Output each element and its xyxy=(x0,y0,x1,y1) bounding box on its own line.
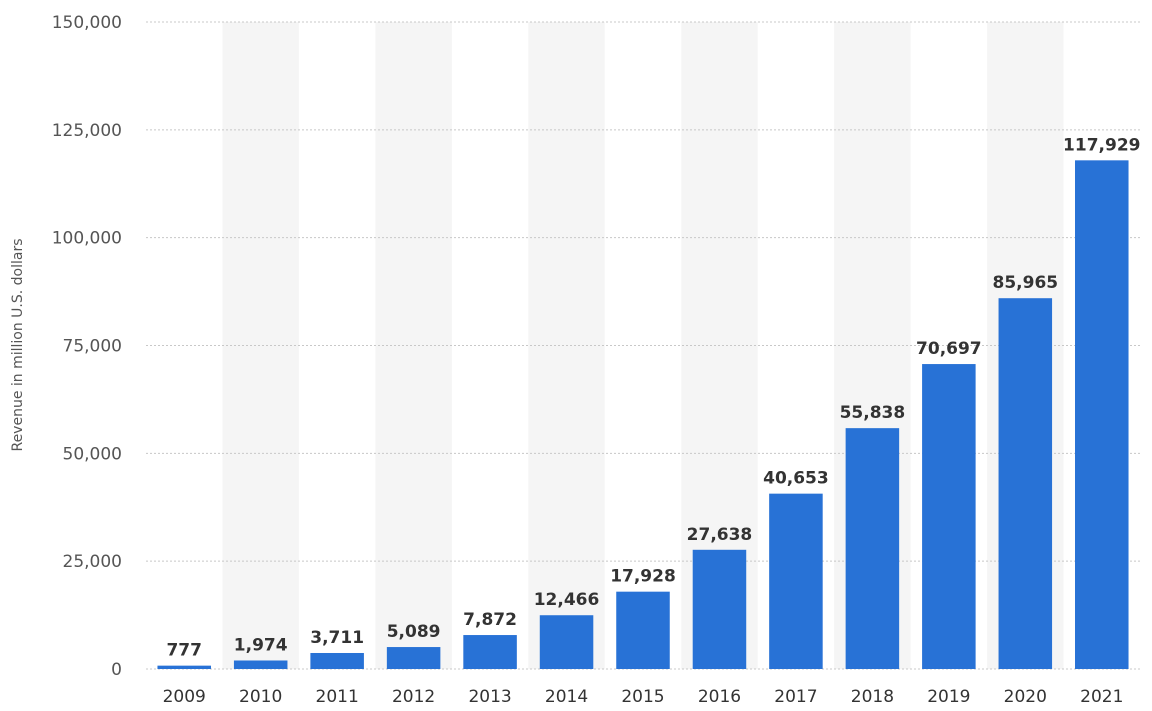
x-tick-label: 2009 xyxy=(163,687,206,707)
y-tick-label: 25,000 xyxy=(63,552,122,572)
data-labels: 777 1,974 3,711 5,089 7,872 12,466 17,928 27,63… xyxy=(166,135,1140,660)
data-label-2014: 12,466 xyxy=(534,590,600,610)
data-label-2021: 117,929 xyxy=(1063,135,1140,155)
y-tick-label: 100,000 xyxy=(52,229,122,249)
data-label-2018: 55,838 xyxy=(840,403,906,423)
y-tick-label: 125,000 xyxy=(52,121,122,141)
data-label-2013: 7,872 xyxy=(463,610,517,630)
data-label-2017: 40,653 xyxy=(763,469,829,489)
x-tick-label: 2014 xyxy=(545,687,588,707)
data-label-2010: 1,974 xyxy=(234,635,288,655)
data-label-2011: 3,711 xyxy=(310,628,364,648)
data-label-2015: 17,928 xyxy=(610,567,676,587)
bar-2010 xyxy=(233,660,288,669)
y-axis-label: Revenue in million U.S. dollars xyxy=(10,238,26,451)
y-tick-label: 50,000 xyxy=(63,444,122,464)
x-tick-label: 2011 xyxy=(316,687,359,707)
bar-2018 xyxy=(845,428,900,669)
bar-2009 xyxy=(157,665,211,669)
bar-2015 xyxy=(616,591,670,669)
x-tick-label: 2020 xyxy=(1004,687,1047,707)
y-axis-ticks: 0 25,000 50,000 75,000 100,000 125,000 150,000 xyxy=(52,13,122,680)
x-tick-label: 2012 xyxy=(392,687,435,707)
bar-2021 xyxy=(1075,160,1129,669)
data-label-2012: 5,089 xyxy=(387,622,441,642)
bars xyxy=(157,160,1129,669)
x-tick-label: 2015 xyxy=(621,687,664,707)
x-tick-label: 2018 xyxy=(851,687,894,707)
x-tick-label: 2019 xyxy=(927,687,970,707)
bar-2014 xyxy=(539,615,594,669)
bar-2016 xyxy=(692,549,747,669)
y-tick-label: 150,000 xyxy=(52,13,122,33)
data-label-2016: 27,638 xyxy=(687,525,753,545)
x-tick-label: 2010 xyxy=(239,687,282,707)
bar-2019 xyxy=(922,364,976,669)
data-label-2019: 70,697 xyxy=(916,339,982,359)
bar-2012 xyxy=(386,647,441,669)
bar-2020 xyxy=(998,298,1053,669)
y-tick-label: 0 xyxy=(111,660,122,680)
bar-2013 xyxy=(463,635,517,669)
x-tick-label: 2013 xyxy=(468,687,511,707)
y-tick-label: 75,000 xyxy=(63,337,122,357)
x-tick-label: 2021 xyxy=(1080,687,1123,707)
data-label-2020: 85,965 xyxy=(993,273,1059,293)
x-tick-label: 2016 xyxy=(698,687,741,707)
x-tick-label: 2017 xyxy=(774,687,817,707)
x-axis-ticks: 2009 2010 2011 2012 2013 2014 2015 2016 2017 2018… xyxy=(163,687,1124,707)
bar-2011 xyxy=(310,652,364,669)
bar-2017 xyxy=(769,493,823,669)
data-label-2009: 777 xyxy=(166,641,202,661)
